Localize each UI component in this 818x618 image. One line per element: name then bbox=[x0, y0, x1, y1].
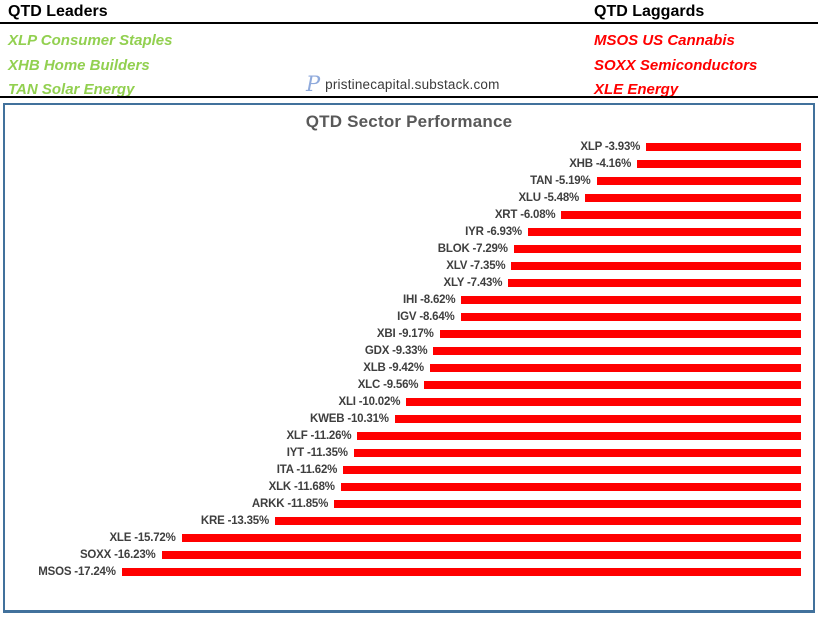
chart-row: BLOK -7.29% bbox=[13, 240, 801, 257]
bar bbox=[343, 465, 801, 474]
chart-row: XHB -4.16% bbox=[13, 155, 801, 172]
bar-label: IYR -6.93% bbox=[465, 225, 522, 238]
leader-item-1: XLP Consumer Staples bbox=[8, 32, 173, 49]
bar-label: SOXX -16.23% bbox=[79, 548, 156, 561]
leaders-section-title: QTD Leaders bbox=[8, 3, 108, 20]
bar-label: XLC -9.56% bbox=[357, 378, 419, 391]
bar-label: XLY -7.43% bbox=[443, 276, 503, 289]
bar bbox=[353, 448, 801, 457]
chart-rows: XLP -3.93% XHB -4.16% TAN -5.19% XLU -5.48%… bbox=[5, 138, 813, 580]
header-divider-top bbox=[0, 22, 818, 24]
bar-label: XLP -3.93% bbox=[580, 140, 641, 153]
bar bbox=[424, 380, 801, 389]
bar bbox=[340, 482, 801, 491]
chart-title: QTD Sector Performance bbox=[305, 112, 513, 131]
bar bbox=[637, 159, 801, 168]
bar-label: KWEB -10.31% bbox=[310, 412, 389, 425]
script-p-icon: P bbox=[306, 72, 321, 96]
chart-row: IGV -8.64% bbox=[13, 308, 801, 325]
bar bbox=[181, 533, 801, 542]
bar-label: MSOS -17.24% bbox=[38, 565, 116, 578]
chart-row: XLK -11.68% bbox=[13, 478, 801, 495]
bar-label: XLI -10.02% bbox=[338, 395, 401, 408]
chart-row: IHI -8.62% bbox=[13, 291, 801, 308]
laggards-section-title: QTD Laggards bbox=[594, 3, 705, 20]
bar bbox=[461, 295, 801, 304]
bar-label: IGV -8.64% bbox=[397, 310, 455, 323]
chart-row: IYR -6.93% bbox=[13, 223, 801, 240]
leader-item-3: TAN Solar Energy bbox=[8, 81, 135, 98]
chart-row: XRT -6.08% bbox=[13, 206, 801, 223]
chart-row: XBI -9.17% bbox=[13, 325, 801, 342]
bar bbox=[275, 516, 801, 525]
bar bbox=[527, 227, 801, 236]
chart-row: XLB -9.42% bbox=[13, 359, 801, 376]
chart-row: XLU -5.48% bbox=[13, 189, 801, 206]
chart-row: MSOS -17.24% bbox=[13, 563, 801, 580]
chart-row: XLF -11.26% bbox=[13, 427, 801, 444]
bar bbox=[429, 363, 801, 372]
bar bbox=[460, 312, 801, 321]
chart-row: XLP -3.93% bbox=[13, 138, 801, 155]
chart-row: TAN -5.19% bbox=[13, 172, 801, 189]
bar bbox=[596, 176, 801, 185]
watermark-url-text: pristinecapital.substack.com bbox=[325, 77, 500, 92]
bar-label: XRT -6.08% bbox=[494, 208, 556, 221]
bar bbox=[406, 397, 801, 406]
chart-container: QTD Sector Performance XLP -3.93% XHB -4.… bbox=[3, 103, 815, 613]
bar bbox=[161, 550, 801, 559]
chart-row: ARKK -11.85% bbox=[13, 495, 801, 512]
chart-row: KRE -13.35% bbox=[13, 512, 801, 529]
bar bbox=[513, 244, 801, 253]
bar-label: IHI -8.62% bbox=[403, 293, 456, 306]
chart-row: SOXX -16.23% bbox=[13, 546, 801, 563]
bar-label: TAN -5.19% bbox=[530, 174, 591, 187]
chart-row: XLC -9.56% bbox=[13, 376, 801, 393]
bar-label: ITA -11.62% bbox=[276, 463, 338, 476]
bar-label: KRE -13.35% bbox=[200, 514, 270, 527]
bar bbox=[439, 329, 801, 338]
chart-row: XLY -7.43% bbox=[13, 274, 801, 291]
bar-label: XLK -11.68% bbox=[268, 480, 335, 493]
chart-row: GDX -9.33% bbox=[13, 342, 801, 359]
bar-label: BLOK -7.29% bbox=[437, 242, 508, 255]
bar bbox=[433, 346, 801, 355]
bar bbox=[121, 567, 801, 576]
bar-label: XLB -9.42% bbox=[363, 361, 424, 374]
bar-label: XLV -7.35% bbox=[446, 259, 506, 272]
chart-row: XLV -7.35% bbox=[13, 257, 801, 274]
laggard-item-1: MSOS US Cannabis bbox=[594, 32, 735, 49]
bar bbox=[646, 142, 801, 151]
bar-label: XLF -11.26% bbox=[286, 429, 352, 442]
bar bbox=[511, 261, 801, 270]
bar-label: XLE -15.72% bbox=[109, 531, 176, 544]
bar-label: IYT -11.35% bbox=[286, 446, 348, 459]
laggard-item-3: XLE Energy bbox=[594, 81, 679, 98]
watermark: P pristinecapital.substack.com bbox=[306, 74, 500, 95]
bar-label: GDX -9.33% bbox=[364, 344, 428, 357]
leader-item-2: XHB Home Builders bbox=[8, 57, 150, 74]
chart-row: IYT -11.35% bbox=[13, 444, 801, 461]
bar-label: XLU -5.48% bbox=[518, 191, 580, 204]
bar-label: XHB -4.16% bbox=[569, 157, 632, 170]
chart-row: ITA -11.62% bbox=[13, 461, 801, 478]
bar bbox=[508, 278, 801, 287]
chart-row: KWEB -10.31% bbox=[13, 410, 801, 427]
bar bbox=[585, 193, 801, 202]
laggard-item-2: SOXX Semiconductors bbox=[594, 57, 758, 74]
chart-row: XLI -10.02% bbox=[13, 393, 801, 410]
bar-label: ARKK -11.85% bbox=[251, 497, 329, 510]
chart-row: XLE -15.72% bbox=[13, 529, 801, 546]
bar bbox=[394, 414, 801, 423]
bar bbox=[334, 499, 801, 508]
bar bbox=[357, 431, 801, 440]
bar-label: XBI -9.17% bbox=[376, 327, 434, 340]
header-divider-bottom bbox=[0, 96, 818, 98]
bar bbox=[561, 210, 801, 219]
